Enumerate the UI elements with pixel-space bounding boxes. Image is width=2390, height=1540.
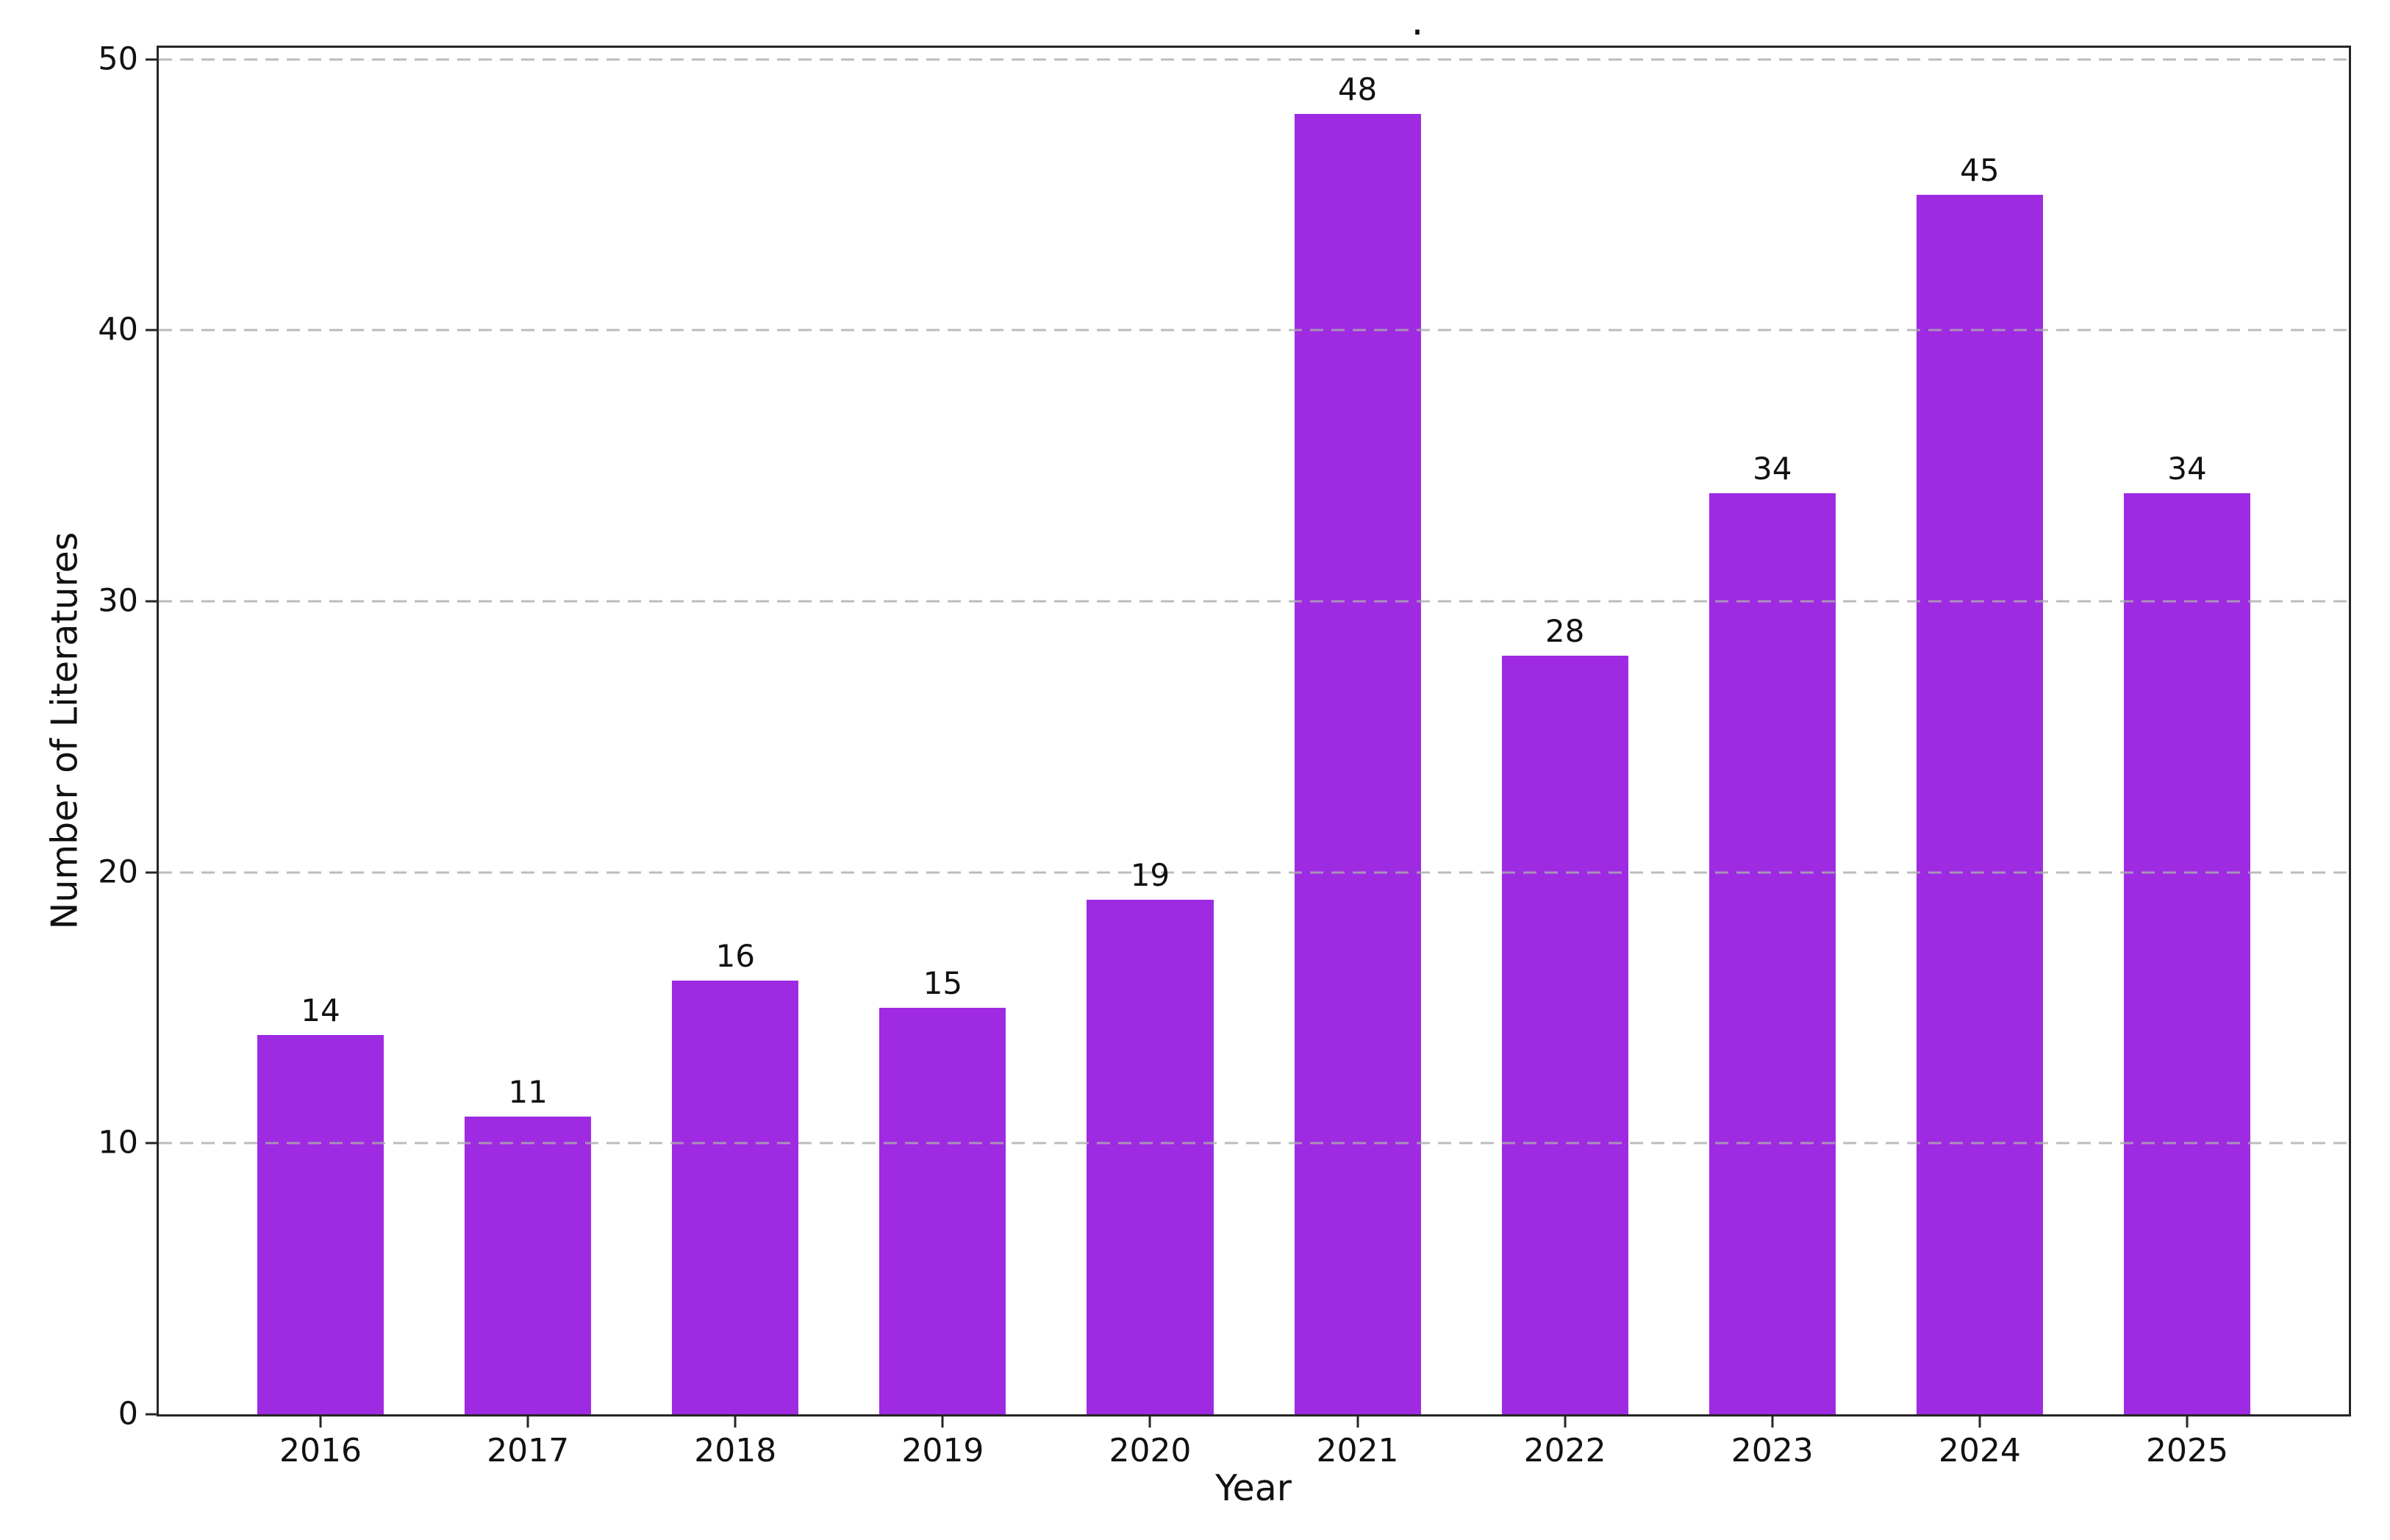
x-tick-label: 2019: [901, 1432, 984, 1469]
y-tick-label: 30: [98, 582, 138, 620]
gridline-y-50: [159, 58, 2349, 61]
plot-area: 0 10 20 30 40 50 14 2016 11 2017 16 2018 15 2019 19 202…: [98, 43, 2351, 1467]
bar-2021: [1294, 113, 1421, 1414]
x-tick-label: 2021: [1316, 1432, 1399, 1469]
x-tick-mark-2021: [1356, 1417, 1359, 1428]
y-tick-mark-20: [146, 871, 157, 874]
x-tick-mark-2023: [1771, 1417, 1774, 1428]
bar-2018: [672, 981, 799, 1414]
bar-value-label: 19: [1130, 856, 1170, 893]
x-tick-mark-2024: [1978, 1417, 1981, 1428]
bar-value-label: 15: [923, 965, 963, 1002]
x-tick-mark-2017: [526, 1417, 529, 1428]
bar-2022: [1501, 655, 1628, 1414]
x-tick-mark-2016: [319, 1417, 322, 1428]
chart-title: .: [1411, 0, 1424, 44]
bar-value-label: 45: [1960, 152, 2000, 189]
y-tick-label: 40: [98, 311, 138, 348]
x-tick-label: 2022: [1523, 1432, 1606, 1469]
y-tick-label: 20: [98, 853, 138, 891]
y-tick-mark-30: [146, 600, 157, 603]
x-tick-label: 2018: [694, 1432, 777, 1469]
y-tick-mark-0: [146, 1413, 157, 1416]
x-tick-mark-2018: [734, 1417, 737, 1428]
gridline-y-10: [159, 1142, 2349, 1145]
y-tick-mark-40: [146, 329, 157, 332]
bar-2025: [2123, 493, 2250, 1414]
x-tick-label: 2025: [2145, 1432, 2228, 1469]
bar-value-label: 16: [715, 938, 755, 975]
bar-value-label: 34: [2167, 450, 2207, 487]
bar-value-label: 14: [301, 992, 340, 1028]
gridline-y-20: [159, 871, 2349, 874]
x-tick-label: 2017: [487, 1432, 570, 1469]
x-tick-mark-2020: [1148, 1417, 1151, 1428]
y-tick-label: 50: [98, 40, 138, 78]
bar-2024: [1916, 195, 2043, 1414]
y-tick-mark-10: [146, 1142, 157, 1145]
x-tick-mark-2025: [2186, 1417, 2189, 1428]
bar-value-label: 34: [1753, 450, 1792, 487]
gridline-y-40: [159, 329, 2349, 332]
x-tick-mark-2019: [941, 1417, 944, 1428]
bar-2023: [1709, 493, 1836, 1414]
bar-value-label: 11: [508, 1073, 548, 1110]
x-tick-label: 2024: [1938, 1432, 2021, 1469]
x-tick-label: 2016: [279, 1432, 362, 1469]
x-tick-mark-2022: [1564, 1417, 1567, 1428]
y-tick-label: 10: [98, 1124, 138, 1161]
bar-2016: [257, 1034, 384, 1414]
bar-2020: [1087, 899, 1214, 1414]
y-tick-mark-50: [146, 58, 157, 61]
y-axis-label: Number of Literatures: [43, 531, 86, 930]
bar-value-label: 48: [1337, 71, 1378, 107]
bar-value-label: 28: [1545, 612, 1585, 649]
x-tick-label: 2023: [1731, 1432, 1814, 1469]
y-tick-label: 0: [118, 1395, 138, 1433]
bar-2019: [879, 1008, 1006, 1414]
bar-2017: [465, 1116, 592, 1414]
gridline-y-30: [159, 600, 2349, 603]
x-tick-label: 2020: [1109, 1432, 1192, 1469]
x-axis-label: Year: [1215, 1467, 1292, 1509]
